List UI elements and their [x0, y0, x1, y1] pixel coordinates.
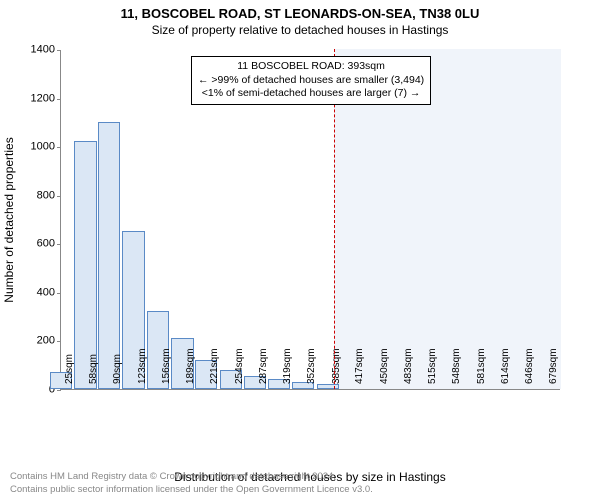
x-tick-label: 25sqm	[64, 354, 75, 384]
chart-container: Number of detached properties 0200400600…	[60, 50, 580, 420]
y-tick-mark	[57, 147, 61, 148]
x-tick-label: 385sqm	[331, 348, 342, 384]
y-tick-mark	[57, 99, 61, 100]
y-tick-mark	[57, 196, 61, 197]
y-tick-label: 400	[15, 287, 55, 298]
x-tick-label: 450sqm	[379, 348, 390, 384]
x-tick-label: 417sqm	[354, 348, 365, 384]
annotation-line-1: 11 BOSCOBEL ROAD: 393sqm	[198, 60, 424, 74]
x-tick-label: 679sqm	[548, 348, 559, 384]
x-tick-label: 90sqm	[112, 354, 123, 384]
histogram-bar	[74, 141, 96, 389]
y-tick-label: 1400	[15, 45, 55, 56]
x-tick-label: 254sqm	[234, 348, 245, 384]
x-tick-label: 319sqm	[282, 348, 293, 384]
y-tick-label: 800	[15, 190, 55, 201]
x-tick-label: 221sqm	[209, 348, 220, 384]
x-tick-label: 515sqm	[427, 348, 438, 384]
footer-attribution: Contains HM Land Registry data © Crown c…	[10, 471, 373, 496]
page-subtitle: Size of property relative to detached ho…	[0, 21, 600, 37]
y-tick-label: 200	[15, 336, 55, 347]
y-tick-mark	[57, 390, 61, 391]
histogram-bar	[98, 122, 120, 389]
annotation-line-2: ← >99% of detached houses are smaller (3…	[198, 74, 424, 88]
footer-line-2: Contains public sector information licen…	[10, 484, 373, 496]
y-tick-label: 1200	[15, 93, 55, 104]
x-tick-label: 581sqm	[476, 348, 487, 384]
y-axis-label: Number of detached properties	[2, 137, 16, 302]
x-tick-label: 123sqm	[137, 348, 148, 384]
plot-area: Number of detached properties 0200400600…	[60, 50, 560, 390]
x-tick-label: 548sqm	[451, 348, 462, 384]
annotation-box: 11 BOSCOBEL ROAD: 393sqm← >99% of detach…	[191, 56, 431, 105]
page-title: 11, BOSCOBEL ROAD, ST LEONARDS-ON-SEA, T…	[0, 0, 600, 21]
y-tick-mark	[57, 293, 61, 294]
y-tick-mark	[57, 50, 61, 51]
y-tick-mark	[57, 244, 61, 245]
footer-line-1: Contains HM Land Registry data © Crown c…	[10, 471, 373, 483]
annotation-line-3: <1% of semi-detached houses are larger (…	[198, 87, 424, 101]
x-tick-label: 58sqm	[88, 354, 99, 384]
x-tick-label: 352sqm	[306, 348, 317, 384]
x-tick-label: 189sqm	[185, 348, 196, 384]
x-tick-label: 614sqm	[500, 348, 511, 384]
histogram-bar	[317, 384, 339, 389]
y-tick-label: 600	[15, 239, 55, 250]
y-tick-label: 1000	[15, 142, 55, 153]
y-tick-mark	[57, 341, 61, 342]
x-tick-label: 483sqm	[403, 348, 414, 384]
x-tick-label: 287sqm	[258, 348, 269, 384]
x-tick-label: 646sqm	[524, 348, 535, 384]
x-tick-label: 156sqm	[161, 348, 172, 384]
